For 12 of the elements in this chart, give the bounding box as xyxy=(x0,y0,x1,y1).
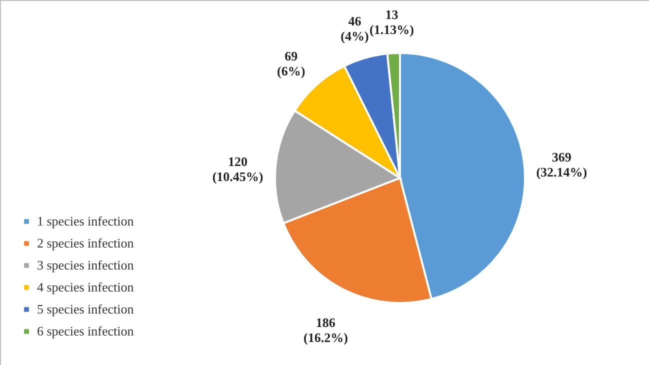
data-label: 46 (4%) xyxy=(340,13,369,44)
legend-label: 2 species infection xyxy=(37,236,134,250)
legend-label: 5 species infection xyxy=(37,302,134,316)
legend-label: 1 species infection xyxy=(37,214,134,228)
legend-label: 6 species infection xyxy=(37,324,134,338)
data-label: 369 (32.14%) xyxy=(536,149,588,180)
data-label: 186 (16.2%) xyxy=(303,315,348,346)
legend-label: 3 species infection xyxy=(37,258,134,272)
legend-label: 4 species infection xyxy=(37,280,134,294)
data-label: 13 (1.13%) xyxy=(370,7,414,38)
data-label: 120 (10.45%) xyxy=(212,154,264,184)
data-label: 69 (6%) xyxy=(277,48,306,79)
